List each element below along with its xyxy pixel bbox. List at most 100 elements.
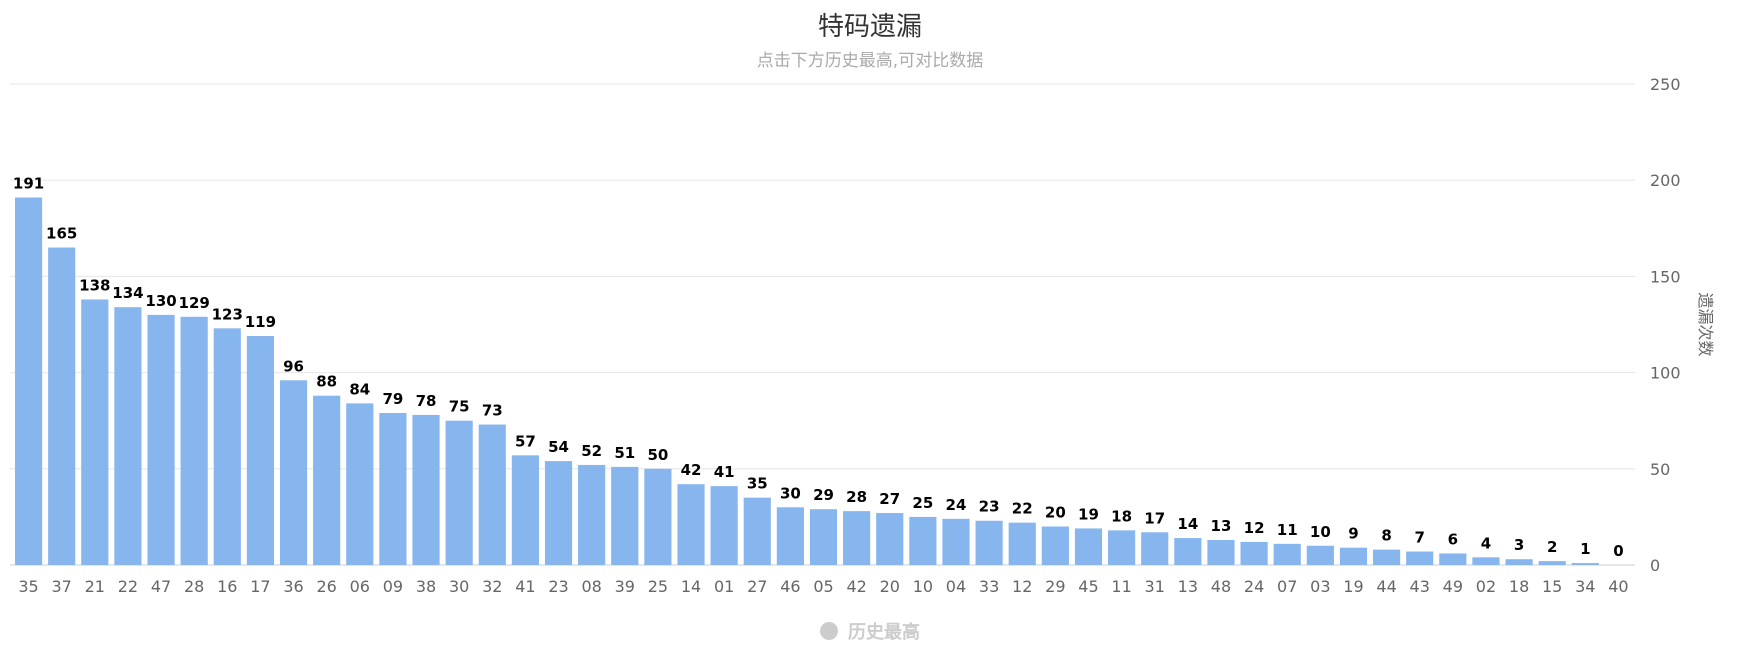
bar-20[interactable]: [876, 513, 904, 565]
x-tick-label-10: 10: [913, 577, 933, 596]
data-label-19: 9: [1348, 525, 1358, 543]
bar-34[interactable]: [1571, 563, 1599, 565]
bar-10[interactable]: [909, 516, 937, 565]
x-tick-label-17: 17: [250, 577, 270, 596]
x-tick-label-13: 13: [1178, 577, 1198, 596]
chart-title: 特码遗漏: [817, 12, 922, 42]
bar-03[interactable]: [1306, 545, 1334, 565]
bar-11[interactable]: [1108, 530, 1136, 565]
x-tick-label-39: 39: [615, 577, 635, 596]
data-label-18: 3: [1514, 536, 1524, 554]
bar-05[interactable]: [809, 509, 838, 565]
bar-37[interactable]: [48, 247, 76, 566]
x-tick-label-41: 41: [515, 577, 535, 596]
data-label-48: 13: [1211, 517, 1232, 535]
data-label-06: 84: [349, 380, 370, 398]
bar-07[interactable]: [1273, 543, 1301, 565]
data-label-13: 14: [1177, 515, 1198, 533]
bar-21[interactable]: [81, 299, 109, 565]
bar-25[interactable]: [644, 468, 672, 565]
bar-22[interactable]: [114, 307, 142, 565]
x-tick-label-07: 07: [1277, 577, 1297, 596]
x-tick-label-21: 21: [85, 577, 105, 596]
data-label-20: 27: [879, 490, 900, 508]
x-tick-label-42: 42: [846, 577, 866, 596]
data-label-16: 123: [212, 305, 243, 323]
x-tick-label-14: 14: [681, 577, 701, 596]
x-tick-label-08: 08: [581, 577, 601, 596]
bar-15[interactable]: [1538, 561, 1566, 565]
x-tick-label-32: 32: [482, 577, 502, 596]
bar-01[interactable]: [710, 486, 738, 565]
data-label-22: 134: [112, 284, 143, 302]
data-label-28: 129: [179, 294, 210, 312]
legend-item-history-max[interactable]: 历史最高: [820, 618, 920, 644]
y-tick-label: 200: [1650, 171, 1681, 190]
y-tick-label: 0: [1650, 556, 1660, 575]
bar-14[interactable]: [677, 484, 705, 565]
bar-27[interactable]: [743, 497, 771, 565]
bar-18[interactable]: [1505, 559, 1533, 565]
data-label-42: 28: [846, 488, 867, 506]
bar-44[interactable]: [1373, 549, 1401, 565]
bar-48[interactable]: [1207, 539, 1235, 565]
bar-39[interactable]: [611, 466, 639, 565]
bar-38[interactable]: [412, 414, 440, 565]
bar-09[interactable]: [379, 413, 407, 565]
data-label-41: 57: [515, 432, 536, 450]
bar-23[interactable]: [544, 461, 573, 565]
bar-29[interactable]: [1041, 526, 1069, 565]
data-label-29: 20: [1045, 504, 1066, 522]
x-tick-label-36: 36: [283, 577, 303, 596]
bar-47[interactable]: [147, 314, 175, 565]
x-tick-label-09: 09: [383, 577, 403, 596]
data-label-32: 73: [482, 402, 503, 420]
bar-41[interactable]: [511, 455, 539, 565]
x-tick-label-05: 05: [813, 577, 833, 596]
bar-13[interactable]: [1174, 538, 1202, 565]
bar-24[interactable]: [1240, 541, 1268, 565]
data-label-05: 29: [813, 486, 834, 504]
data-label-49: 6: [1448, 530, 1458, 548]
data-label-04: 24: [946, 496, 967, 514]
bar-42[interactable]: [843, 511, 871, 565]
data-label-15: 2: [1547, 538, 1557, 556]
x-tick-label-48: 48: [1211, 577, 1231, 596]
bar-36[interactable]: [279, 380, 308, 565]
data-label-08: 52: [581, 442, 602, 460]
bar-43[interactable]: [1406, 551, 1434, 565]
bar-28[interactable]: [180, 316, 208, 565]
bar-26[interactable]: [313, 395, 341, 565]
x-tick-label-49: 49: [1443, 577, 1463, 596]
bars: [14, 197, 1599, 566]
bar-04[interactable]: [942, 518, 970, 565]
x-tick-label-33: 33: [979, 577, 999, 596]
data-label-07: 11: [1277, 521, 1298, 539]
bar-31[interactable]: [1141, 532, 1169, 565]
x-tick-label-26: 26: [316, 577, 336, 596]
bar-32[interactable]: [478, 424, 506, 565]
bar-33[interactable]: [975, 520, 1003, 565]
bar-30[interactable]: [445, 420, 473, 565]
data-label-01: 41: [714, 463, 735, 481]
bar-12[interactable]: [1008, 522, 1036, 565]
x-tick-label-22: 22: [118, 577, 138, 596]
x-tick-label-31: 31: [1145, 577, 1165, 596]
data-label-23: 54: [548, 438, 569, 456]
x-tick-label-43: 43: [1410, 577, 1430, 596]
bar-49[interactable]: [1439, 553, 1467, 565]
bar-45[interactable]: [1074, 528, 1103, 565]
data-label-36: 96: [283, 357, 304, 375]
bar-46[interactable]: [776, 507, 804, 565]
data-label-26: 88: [316, 373, 337, 391]
data-label-21: 138: [79, 276, 110, 294]
bar-17[interactable]: [246, 336, 274, 565]
data-label-10: 25: [912, 494, 933, 512]
bar-19[interactable]: [1339, 547, 1368, 565]
bar-06[interactable]: [346, 403, 374, 565]
bar-02[interactable]: [1472, 557, 1500, 565]
bar-16[interactable]: [213, 328, 241, 565]
bar-35[interactable]: [14, 197, 43, 566]
bar-08[interactable]: [578, 464, 606, 565]
